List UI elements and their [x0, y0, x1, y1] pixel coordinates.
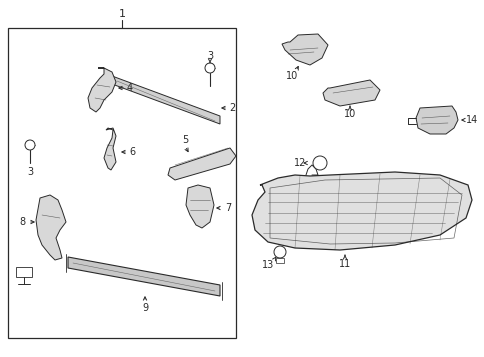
Text: 1: 1 — [118, 9, 125, 19]
Polygon shape — [322, 80, 379, 106]
Text: 7: 7 — [225, 203, 231, 213]
Text: 3: 3 — [207, 51, 212, 61]
Text: 5: 5 — [182, 135, 188, 145]
Text: 10: 10 — [343, 109, 355, 119]
Polygon shape — [415, 106, 457, 134]
Polygon shape — [252, 172, 471, 250]
Circle shape — [205, 63, 214, 73]
Text: 8: 8 — [19, 217, 25, 227]
Text: 10: 10 — [285, 71, 298, 81]
Polygon shape — [36, 195, 66, 260]
Circle shape — [25, 140, 35, 150]
Text: 2: 2 — [228, 103, 235, 113]
Bar — [275, 258, 284, 263]
Text: 6: 6 — [129, 147, 135, 157]
Text: 14: 14 — [465, 115, 477, 125]
Bar — [8, 28, 236, 338]
Circle shape — [273, 246, 286, 258]
Bar — [16, 267, 32, 277]
Circle shape — [312, 156, 326, 170]
Text: 4: 4 — [127, 83, 133, 93]
Polygon shape — [281, 34, 327, 65]
Text: 3: 3 — [27, 167, 33, 177]
Polygon shape — [68, 257, 220, 296]
Text: 11: 11 — [338, 259, 350, 269]
Text: 12: 12 — [293, 158, 305, 168]
Polygon shape — [88, 68, 116, 112]
Polygon shape — [167, 148, 236, 180]
Text: 13: 13 — [261, 260, 273, 270]
Polygon shape — [112, 76, 220, 124]
Text: 9: 9 — [142, 303, 148, 313]
Polygon shape — [104, 128, 116, 170]
Polygon shape — [186, 185, 213, 228]
